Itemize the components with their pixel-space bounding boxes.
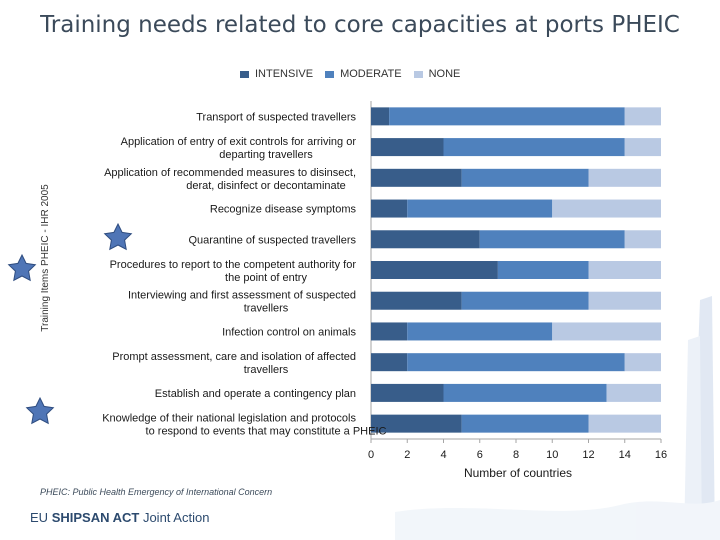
bar-none — [552, 322, 661, 341]
x-tick-label: 2 — [404, 449, 410, 461]
category-label: Quarantine of suspected travellers — [188, 234, 356, 246]
legend-swatch-intensive — [240, 70, 249, 78]
footer-suffix: Joint Action — [142, 510, 210, 525]
bar-moderate — [461, 291, 589, 310]
category-label: Application of recommended measures to d… — [104, 167, 356, 179]
bar-none — [588, 291, 661, 310]
category-label-line2: the point of entry — [225, 272, 307, 284]
page-title: Training needs related to core capacitie… — [40, 12, 680, 38]
star-icon — [103, 222, 133, 251]
legend-label-intensive: INTENSIVE — [255, 68, 314, 80]
bar-none — [588, 168, 661, 187]
bar-moderate — [461, 168, 589, 187]
ship-watermark-icon — [395, 296, 720, 540]
bar-intensive — [371, 322, 408, 341]
x-tick-label: 4 — [440, 449, 446, 461]
legend-item-none: NONE — [413, 68, 461, 80]
category-label: Prompt assessment, care and isolation of… — [112, 351, 356, 363]
bar-moderate — [461, 414, 589, 433]
x-tick-label: 6 — [477, 449, 483, 461]
bar-none — [588, 261, 661, 279]
category-label: Transport of suspected travellers — [196, 111, 356, 123]
bar-none — [624, 230, 661, 249]
category-label-line2: to respond to events that may constitute… — [146, 426, 387, 438]
bar-moderate — [497, 261, 589, 279]
footer-brand-name: SHIPSAN ACT — [51, 510, 140, 525]
category-label-line2: derat, disinfect or decontaminate — [186, 180, 346, 192]
bar-none — [624, 353, 661, 372]
category-label: Interviewing and first assessment of sus… — [128, 290, 356, 302]
legend-item-intensive: INTENSIVE — [240, 68, 313, 80]
bar-none — [624, 107, 661, 126]
legend-label-moderate: MODERATE — [340, 68, 402, 80]
bar-intensive — [371, 168, 462, 187]
bar-none — [552, 199, 661, 218]
bar-intensive — [371, 138, 444, 157]
x-tick-label: 12 — [582, 449, 594, 461]
footer-prefix: EU — [30, 510, 49, 525]
chart-legend: INTENSIVE MODERATE NONE — [240, 67, 472, 81]
footnote: PHEIC: Public Health Emergency of Intern… — [40, 487, 273, 497]
category-label: Application of entry of exit controls fo… — [121, 136, 357, 148]
bar-moderate — [443, 383, 607, 402]
bar-intensive — [371, 199, 408, 218]
bar-none — [606, 383, 661, 402]
legend-swatch-moderate — [325, 70, 335, 78]
category-label: Knowledge of their national legislation … — [102, 413, 356, 425]
category-label: Recognize disease symptoms — [210, 204, 357, 216]
legend-item-moderate: MODERATE — [325, 68, 402, 80]
bar-none — [588, 414, 661, 433]
bar-intensive — [371, 261, 498, 279]
bar-intensive — [371, 414, 462, 433]
bar-moderate — [443, 138, 625, 157]
star-icon — [7, 253, 37, 282]
category-label-line2: departing travellers — [219, 149, 313, 161]
bar-intensive — [371, 107, 390, 126]
bar-moderate — [407, 322, 553, 341]
category-label: Establish and operate a contingency plan — [155, 388, 356, 400]
footer-brand: EU SHIPSAN ACT Joint Action — [30, 510, 209, 525]
bar-intensive — [371, 291, 462, 310]
x-tick-label: 16 — [655, 449, 667, 461]
star-icon — [25, 396, 55, 425]
category-label-line2: travellers — [244, 303, 289, 315]
legend-label-none: NONE — [428, 68, 461, 80]
category-label: Procedures to report to the competent au… — [110, 259, 357, 271]
x-tick-label: 14 — [619, 449, 631, 461]
bar-moderate — [407, 199, 553, 218]
category-label-line2: travellers — [244, 364, 289, 376]
x-tick-label: 10 — [546, 449, 558, 461]
bar-intensive — [371, 230, 480, 249]
x-tick-label: 8 — [513, 449, 519, 461]
category-label: Infection control on animals — [222, 326, 356, 338]
x-axis-title: Number of countries — [463, 466, 573, 480]
x-tick-label: 0 — [368, 449, 374, 461]
bar-moderate — [479, 230, 625, 249]
legend-swatch-none — [413, 70, 423, 78]
bar-moderate — [389, 107, 625, 126]
bar-intensive — [371, 383, 444, 402]
bar-none — [624, 138, 661, 157]
bar-intensive — [371, 353, 408, 372]
bar-moderate — [407, 353, 625, 372]
